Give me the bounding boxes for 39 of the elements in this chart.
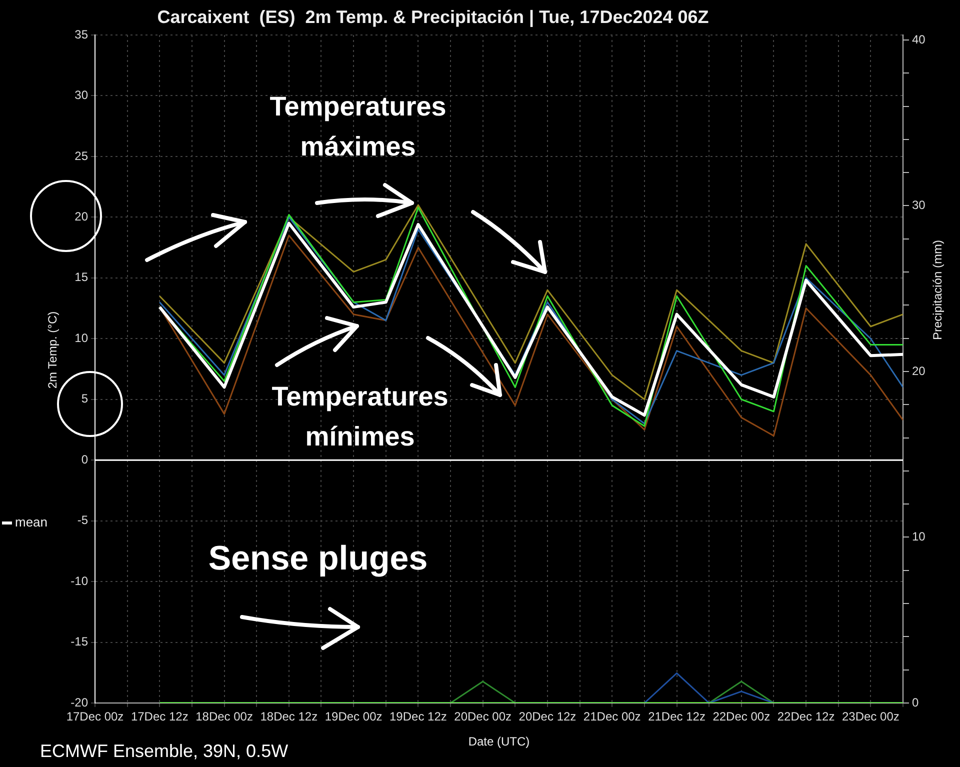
x-tick-label: 21Dec 12z (648, 710, 706, 724)
x-tick-label: 21Dec 00z (583, 710, 641, 724)
y-tick-label: 30 (74, 88, 88, 102)
x-tick-label: 22Dec 00z (712, 710, 770, 724)
annotation: Temperatures mínimes (272, 381, 448, 452)
x-tick-label: 20Dec 00z (454, 710, 512, 724)
x-axis-title: Date (UTC) (468, 734, 530, 748)
y-tick-label: 10 (74, 330, 88, 345)
x-tick-label: 20Dec 12z (518, 710, 576, 724)
y-tick-label: 25 (74, 148, 88, 163)
y-tick-label: 15 (74, 270, 88, 284)
y2-tick-label: 10 (912, 530, 926, 544)
x-tick-label: 22Dec 12z (777, 710, 835, 724)
x-tick-label: 17Dec 00z (66, 710, 124, 724)
chart-title: Carcaixent (ES) 2m Temp. & Precipitación | Tue, 17Dec2024 06Z (157, 6, 709, 27)
y-tick-label: 20 (74, 209, 88, 224)
x-tick-label: 19Dec 12z (390, 710, 447, 724)
y-tick-label: 5 (81, 392, 88, 406)
y-tick-label: -5 (77, 513, 88, 528)
x-tick-label: 18Dec 12z (260, 710, 318, 724)
y-axis-title: 2m Temp. (°C) (45, 311, 60, 389)
x-tick-label: 17Dec 12z (130, 710, 188, 724)
y-tick-label: 0 (81, 452, 88, 466)
y2-tick-label: 0 (912, 695, 919, 710)
legend-label: mean (15, 514, 48, 530)
x-tick-label: 23Dec 00z (842, 710, 900, 724)
y2-axis-title: Precipitación (mm) (930, 240, 944, 340)
annotation: Sense pluges (208, 539, 428, 578)
y-tick-label: 35 (74, 27, 88, 42)
y-tick-label: -15 (70, 634, 88, 649)
y2-tick-label: 20 (912, 364, 926, 378)
text: ECMWF Ensemble, 39N, 0.5W (40, 740, 288, 761)
annotation: Temperatures máximes (270, 91, 446, 162)
y2-tick-label: 30 (912, 198, 926, 212)
x-tick-label: 18Dec 00z (196, 710, 253, 724)
x-tick-label: 19Dec 00z (324, 710, 382, 724)
y2-tick-label: 40 (912, 32, 926, 46)
y-tick-label: -10 (70, 574, 88, 588)
y-tick-label: -20 (70, 695, 88, 710)
